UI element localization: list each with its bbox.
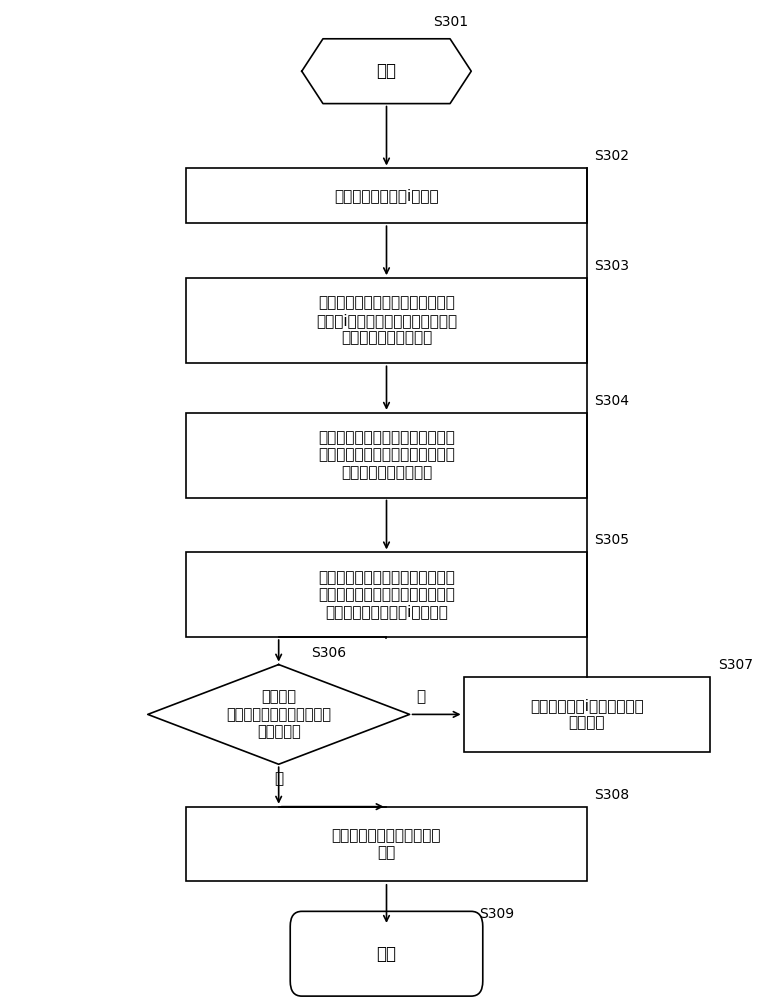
Text: 计算所有像素点的像素邻域与目标
像素点i的像素邻域之间的第一欧氏
距离以及第二欧氏距离: 计算所有像素点的像素邻域与目标 像素点i的像素邻域之间的第一欧氏 距离以及第二欧…: [316, 296, 457, 345]
FancyBboxPatch shape: [186, 807, 587, 881]
FancyBboxPatch shape: [464, 677, 710, 752]
FancyBboxPatch shape: [186, 552, 587, 637]
Text: S301: S301: [433, 15, 468, 29]
Text: 开始: 开始: [376, 62, 397, 80]
Text: 输出重构图像作为新的参考
图像: 输出重构图像作为新的参考 图像: [332, 828, 441, 860]
Text: S305: S305: [594, 533, 629, 547]
Text: 未处理的
多角度图像中所有像素点是
否处理完毕: 未处理的 多角度图像中所有像素点是 否处理完毕: [226, 690, 331, 739]
Text: 计算未处理的多角度图像中所有像
素点的第一权值，以及参考图像中
所有像素点的第二权值: 计算未处理的多角度图像中所有像 素点的第一权值，以及参考图像中 所有像素点的第二…: [318, 430, 455, 480]
Text: S304: S304: [594, 394, 629, 408]
Text: S309: S309: [479, 907, 514, 921]
Text: S306: S306: [312, 646, 346, 660]
FancyBboxPatch shape: [186, 278, 587, 363]
Text: 初始化目标像素点i的取值: 初始化目标像素点i的取值: [334, 188, 439, 203]
Text: S308: S308: [594, 788, 629, 802]
Text: 基于第一权值和第二权值对所有像
素点的像素值进行归一化的加权叠
加，得到目标像素点i的重建值: 基于第一权值和第二权值对所有像 素点的像素值进行归一化的加权叠 加，得到目标像素…: [318, 570, 455, 620]
Text: S303: S303: [594, 259, 629, 273]
Text: 否: 否: [417, 689, 426, 704]
Text: S302: S302: [594, 149, 629, 163]
FancyBboxPatch shape: [186, 168, 587, 223]
Text: S307: S307: [717, 658, 753, 672]
Text: 结束: 结束: [376, 945, 397, 963]
FancyBboxPatch shape: [186, 413, 587, 498]
FancyBboxPatch shape: [290, 911, 483, 996]
Text: 是: 是: [274, 771, 283, 786]
Text: 将目标像素点i移动至下一个
待处理点: 将目标像素点i移动至下一个 待处理点: [530, 698, 644, 731]
